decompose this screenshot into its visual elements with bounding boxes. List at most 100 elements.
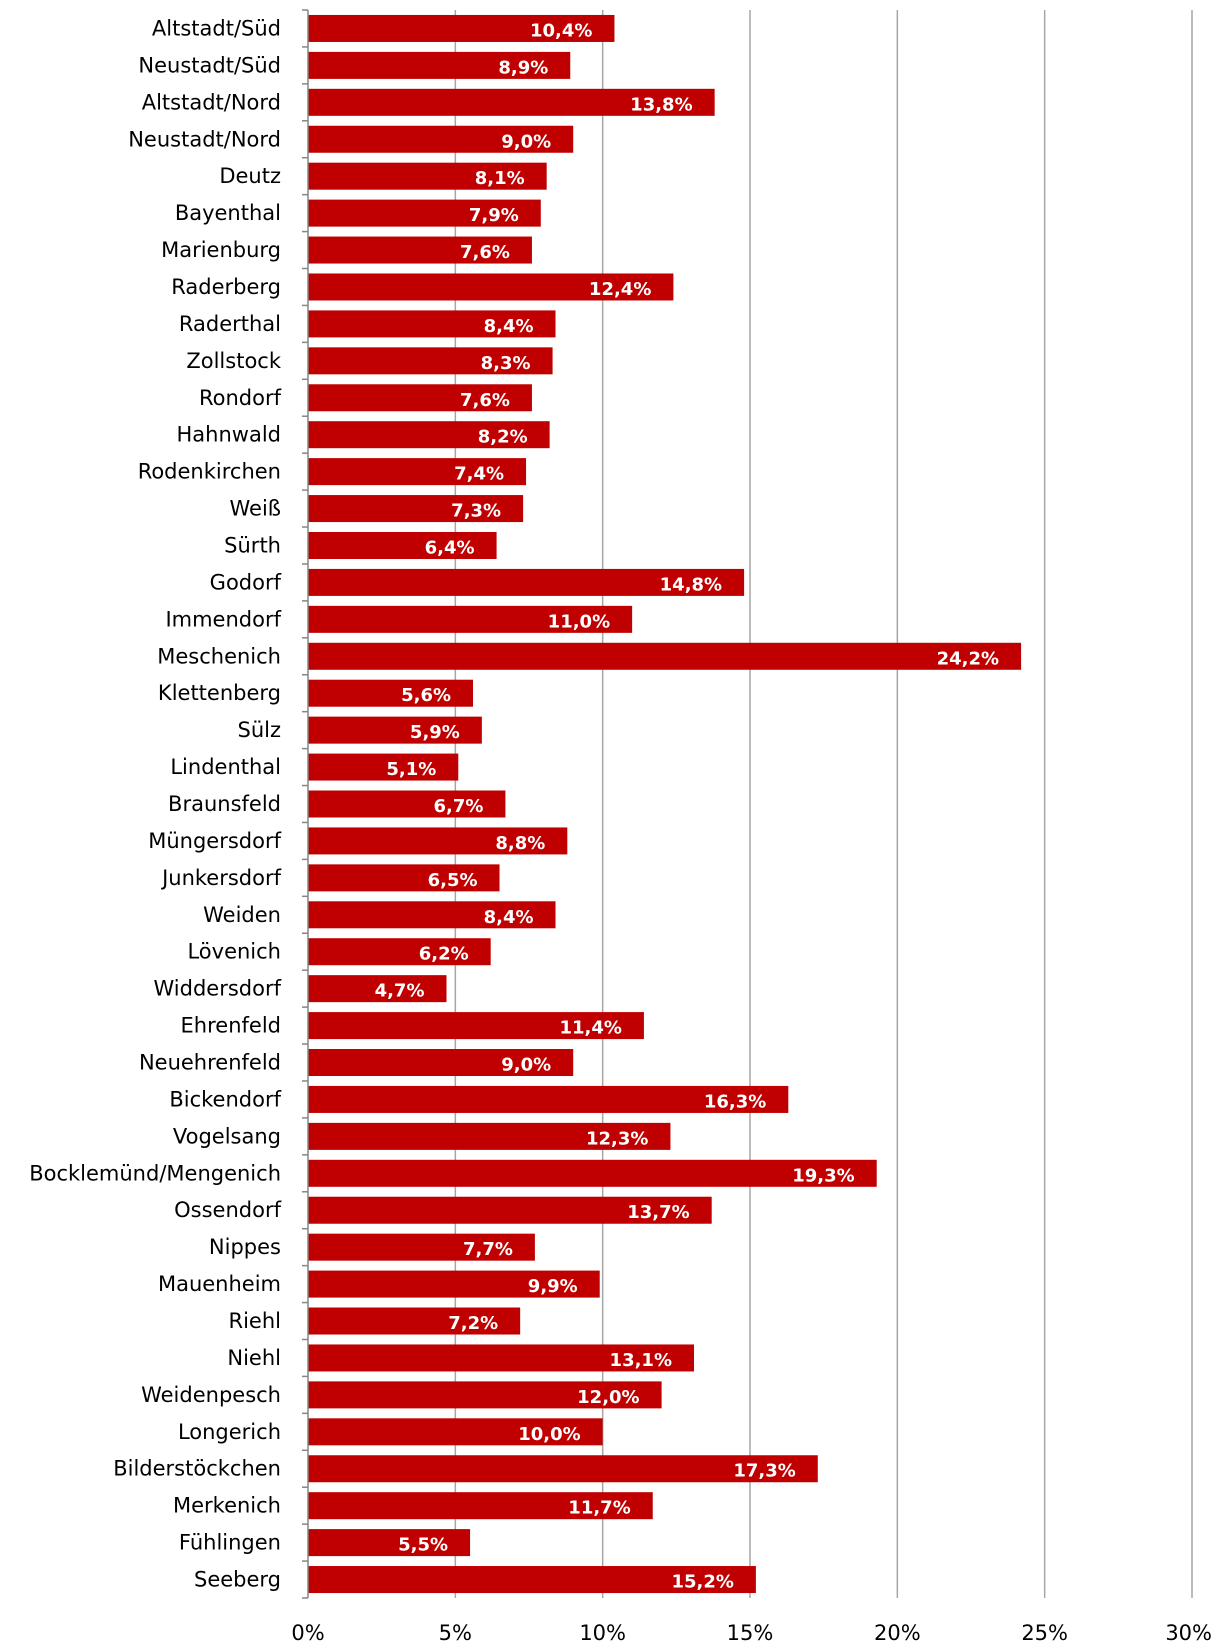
data-label: 5,9%: [410, 722, 460, 743]
bar-11: [308, 384, 532, 412]
data-label: 13,8%: [630, 94, 692, 115]
bar-38: [308, 1381, 662, 1409]
bar-17: [308, 605, 633, 633]
data-label: 5,5%: [398, 1535, 448, 1556]
data-label: 8,4%: [484, 907, 534, 928]
category-label: Klettenberg: [158, 681, 281, 705]
bars: [308, 14, 1022, 1594]
bar-6: [308, 199, 541, 227]
category-label: Fühlingen: [179, 1531, 281, 1555]
bar-36: [308, 1307, 521, 1335]
data-label: 7,3%: [451, 501, 501, 522]
category-label: Sülz: [238, 718, 282, 742]
bar-39: [308, 1418, 603, 1446]
bar-33: [308, 1196, 712, 1224]
bar-8: [308, 273, 674, 301]
category-label: Vogelsang: [173, 1124, 281, 1148]
bar-22: [308, 790, 506, 818]
category-label: Nippes: [209, 1235, 281, 1259]
data-label: 12,3%: [586, 1128, 648, 1149]
bar-12: [308, 421, 550, 449]
data-label: 8,1%: [475, 168, 525, 189]
bar-4: [308, 125, 574, 153]
data-label: 6,7%: [434, 796, 484, 817]
data-label: 4,7%: [375, 981, 425, 1002]
data-label: 9,0%: [501, 1055, 551, 1076]
bar-20: [308, 716, 482, 744]
bar-16: [308, 568, 745, 596]
bar-9: [308, 310, 556, 338]
category-label: Merkenich: [173, 1494, 281, 1518]
x-tick-label: 0%: [291, 1621, 324, 1645]
x-tick-label: 25%: [1021, 1621, 1068, 1645]
category-label: Bickendorf: [169, 1087, 281, 1111]
category-label: Altstadt/Nord: [142, 90, 281, 114]
category-label: Junkersdorf: [160, 866, 282, 890]
bar-19: [308, 679, 474, 707]
category-label: Widdersdorf: [154, 977, 282, 1001]
category-label: Rondorf: [199, 386, 282, 410]
category-label: Weiß: [229, 497, 281, 521]
category-label: Raderthal: [179, 312, 281, 336]
data-label: 9,9%: [528, 1276, 578, 1297]
category-label: Marienburg: [161, 238, 281, 262]
category-label: Riehl: [229, 1309, 282, 1333]
bar-10: [308, 347, 553, 375]
category-label: Godorf: [210, 570, 282, 594]
data-label: 8,8%: [495, 833, 545, 854]
bar-35: [308, 1270, 600, 1298]
bar-7: [308, 236, 532, 264]
bar-34: [308, 1233, 535, 1261]
labels: Altstadt/Süd 10,4% Neustadt/Süd 8,9% Altstad…: [29, 16, 1212, 1645]
data-label: 5,1%: [386, 759, 436, 780]
category-label: Immendorf: [165, 607, 281, 631]
category-label: Ehrenfeld: [181, 1014, 281, 1038]
bar-13: [308, 458, 527, 486]
data-label: 7,9%: [469, 205, 519, 226]
category-label: Neustadt/Nord: [128, 127, 281, 151]
category-label: Seeberg: [194, 1568, 281, 1592]
bar-18: [308, 642, 1022, 670]
data-label: 7,6%: [460, 390, 510, 411]
data-label: 8,4%: [484, 316, 534, 337]
category-label: Deutz: [219, 164, 281, 188]
x-tick-label: 5%: [439, 1621, 472, 1645]
bar-37: [308, 1344, 695, 1372]
bar-1: [308, 14, 615, 42]
data-label: 6,4%: [425, 537, 475, 558]
bar-26: [308, 938, 491, 966]
category-label: Mauenheim: [158, 1272, 281, 1296]
bar-43: [308, 1566, 756, 1594]
data-label: 8,2%: [478, 427, 528, 448]
category-label: Braunsfeld: [168, 792, 281, 816]
bar-29: [308, 1049, 574, 1077]
bar-28: [308, 1012, 644, 1040]
bar-25: [308, 901, 556, 929]
x-tick-label: 10%: [579, 1621, 626, 1645]
category-label: Bocklemünd/Mengenich: [29, 1161, 281, 1185]
category-label: Raderberg: [171, 275, 281, 299]
data-label: 15,2%: [671, 1572, 733, 1593]
data-label: 9,0%: [501, 131, 551, 152]
bar-41: [308, 1492, 653, 1520]
category-label: Niehl: [227, 1346, 281, 1370]
category-label: Sürth: [224, 533, 281, 557]
bar-30: [308, 1085, 789, 1113]
category-label: Neustadt/Süd: [138, 53, 281, 77]
data-label: 7,4%: [454, 464, 504, 485]
x-tick-label: 30%: [1165, 1621, 1212, 1645]
data-label: 19,3%: [792, 1165, 854, 1186]
category-label: Müngersdorf: [148, 829, 281, 853]
data-label: 11,4%: [559, 1018, 621, 1039]
bar-24: [308, 864, 500, 892]
bar-15: [308, 531, 497, 559]
category-label: Neuehrenfeld: [139, 1051, 281, 1075]
bar-42: [308, 1529, 471, 1557]
data-label: 7,2%: [448, 1313, 498, 1334]
category-label: Longerich: [178, 1420, 281, 1444]
data-label: 6,2%: [419, 944, 469, 965]
category-label: Weidenpesch: [141, 1383, 281, 1407]
data-label: 16,3%: [704, 1091, 766, 1112]
bar-2: [308, 51, 571, 79]
